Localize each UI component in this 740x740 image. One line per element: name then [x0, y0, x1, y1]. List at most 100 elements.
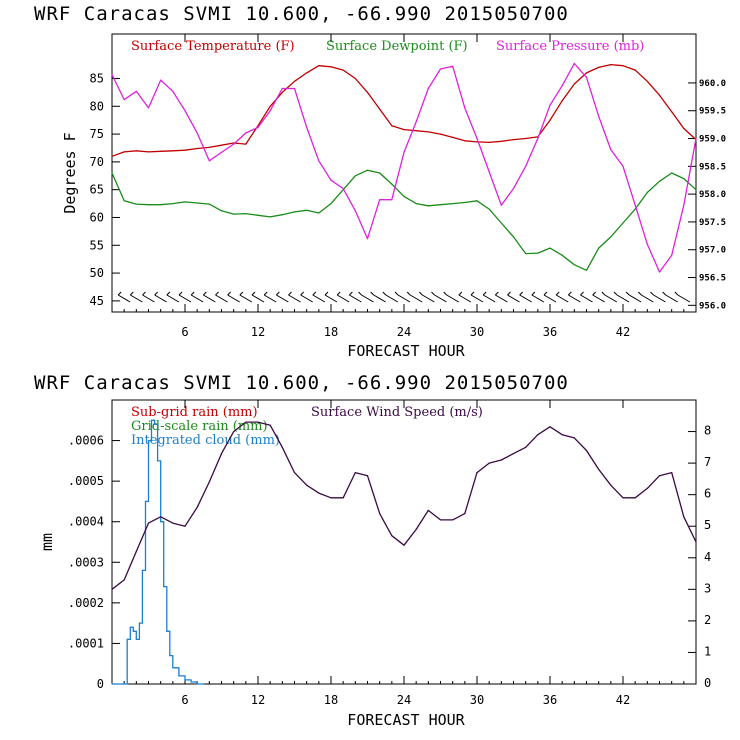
- wind-barb-flag: [531, 291, 536, 296]
- data-point-surface-pressure: [427, 87, 429, 90]
- x-tick-label: 6: [181, 325, 188, 339]
- y2-tick-label: 6: [704, 487, 711, 501]
- wind-barb: [336, 294, 350, 303]
- data-point-surface-temperature: [573, 83, 575, 85]
- data-point-surface-dewpoint: [525, 253, 527, 255]
- wind-barb-flag: [406, 291, 411, 296]
- bottom-y-axis-label: mm: [38, 533, 56, 551]
- precipitation-panel: WRF Caracas SVMI 10.600, -66.990 2015050…: [34, 372, 711, 729]
- data-point-surface-dewpoint: [476, 200, 478, 202]
- data-point-surface-pressure: [585, 76, 588, 78]
- data-point-surface-wind-speed: [147, 522, 150, 524]
- wind-barb: [434, 294, 447, 303]
- data-point-integrated-cloud: [135, 638, 137, 641]
- data-point-surface-pressure: [111, 74, 113, 76]
- data-point-surface-pressure: [245, 132, 247, 134]
- data-point-surface-dewpoint: [233, 213, 235, 215]
- data-point-surface-temperature: [281, 91, 283, 93]
- data-point-surface-dewpoint: [281, 214, 283, 216]
- wind-barb: [288, 294, 301, 303]
- wind-barb: [276, 294, 289, 303]
- y2-tick-label: 958.0: [699, 190, 726, 200]
- wind-barb-flag: [154, 291, 159, 296]
- wind-barb: [239, 294, 253, 303]
- wind-barb: [507, 294, 520, 303]
- data-point-surface-wind-speed: [683, 516, 685, 518]
- wind-barb-flag: [443, 291, 448, 296]
- y2-tick-label: 959.5: [699, 107, 726, 117]
- data-point-surface-wind-speed: [379, 513, 381, 515]
- data-point-surface-pressure: [537, 137, 539, 140]
- wind-barb: [592, 294, 605, 303]
- data-point-surface-pressure: [549, 104, 551, 106]
- y-tick-label: .0004: [68, 515, 104, 529]
- wind-barb-flag: [637, 291, 642, 296]
- data-point-surface-temperature: [403, 129, 405, 131]
- top-plot-frame: [111, 33, 697, 313]
- wind-barb: [422, 294, 435, 303]
- data-point-surface-pressure: [293, 87, 296, 90]
- wind-barb: [300, 294, 313, 303]
- data-point-surface-temperature: [366, 91, 369, 93]
- data-point-integrated-cloud: [126, 638, 128, 641]
- data-point-surface-pressure: [220, 151, 223, 153]
- data-point-surface-wind-speed: [561, 434, 563, 436]
- data-point-surface-temperature: [111, 155, 113, 157]
- wind-barb-flag: [418, 291, 423, 296]
- wind-barb-flag: [251, 291, 256, 296]
- data-point-surface-pressure: [452, 65, 454, 67]
- bottom-series: [111, 419, 697, 685]
- y2-tick-label: 958.5: [699, 162, 726, 172]
- wind-barb: [446, 294, 459, 303]
- data-point-integrated-cloud: [163, 586, 165, 588]
- y-tick-label: 80: [90, 99, 104, 113]
- data-point-surface-wind-speed: [196, 506, 198, 508]
- y-tick-label: .0003: [68, 555, 104, 569]
- data-point-surface-pressure: [196, 132, 198, 134]
- data-point-surface-temperature: [354, 77, 356, 80]
- wind-barb: [227, 294, 240, 303]
- data-point-surface-wind-speed: [585, 449, 588, 452]
- data-point-integrated-cloud: [129, 626, 131, 628]
- wind-barb: [203, 294, 216, 303]
- series-line-surface-dewpoint: [111, 169, 697, 271]
- wind-barb: [458, 294, 472, 303]
- data-point-surface-wind-speed: [488, 462, 490, 464]
- data-point-integrated-cloud: [160, 521, 162, 523]
- data-point-surface-temperature: [634, 69, 636, 71]
- data-point-surface-pressure: [391, 199, 393, 201]
- data-point-surface-wind-speed: [610, 484, 612, 486]
- wind-barb: [470, 294, 484, 303]
- data-point-surface-wind-speed: [281, 446, 283, 448]
- bottom-chart-title: WRF Caracas SVMI 10.600, -66.990 2015050…: [34, 372, 569, 394]
- wind-barb-flag: [288, 291, 292, 296]
- wind-barb: [677, 294, 691, 303]
- data-point-surface-temperature: [160, 150, 162, 152]
- wind-barb: [361, 294, 374, 303]
- data-point-surface-wind-speed: [452, 519, 454, 521]
- top-legend: Surface Temperature (F) Surface Dewpoint …: [131, 39, 644, 54]
- data-point-surface-wind-speed: [135, 550, 137, 553]
- top-y-axis-label: Degrees F: [61, 132, 79, 213]
- y2-tick-label: 7: [704, 455, 711, 469]
- data-point-surface-temperature: [500, 140, 502, 142]
- wind-barb-flag: [431, 291, 435, 296]
- data-point-integrated-cloud: [138, 622, 140, 624]
- data-point-surface-wind-speed: [427, 509, 429, 511]
- wind-barb-flag: [650, 291, 654, 296]
- data-point-surface-temperature: [549, 119, 551, 121]
- data-point-surface-pressure: [330, 179, 332, 181]
- data-point-surface-dewpoint: [585, 269, 588, 271]
- data-point-surface-wind-speed: [354, 472, 356, 474]
- wind-barb-flag: [166, 291, 171, 296]
- data-point-surface-dewpoint: [549, 247, 551, 249]
- data-point-surface-pressure: [561, 85, 563, 87]
- data-point-surface-pressure: [281, 87, 283, 90]
- data-point-surface-wind-speed: [415, 528, 417, 531]
- y2-tick-label: 1: [704, 644, 711, 658]
- wind-barb: [251, 294, 265, 303]
- data-point-integrated-cloud: [123, 683, 125, 685]
- data-point-surface-temperature: [671, 111, 673, 113]
- data-point-surface-pressure: [366, 238, 369, 240]
- data-point-surface-temperature: [488, 141, 490, 143]
